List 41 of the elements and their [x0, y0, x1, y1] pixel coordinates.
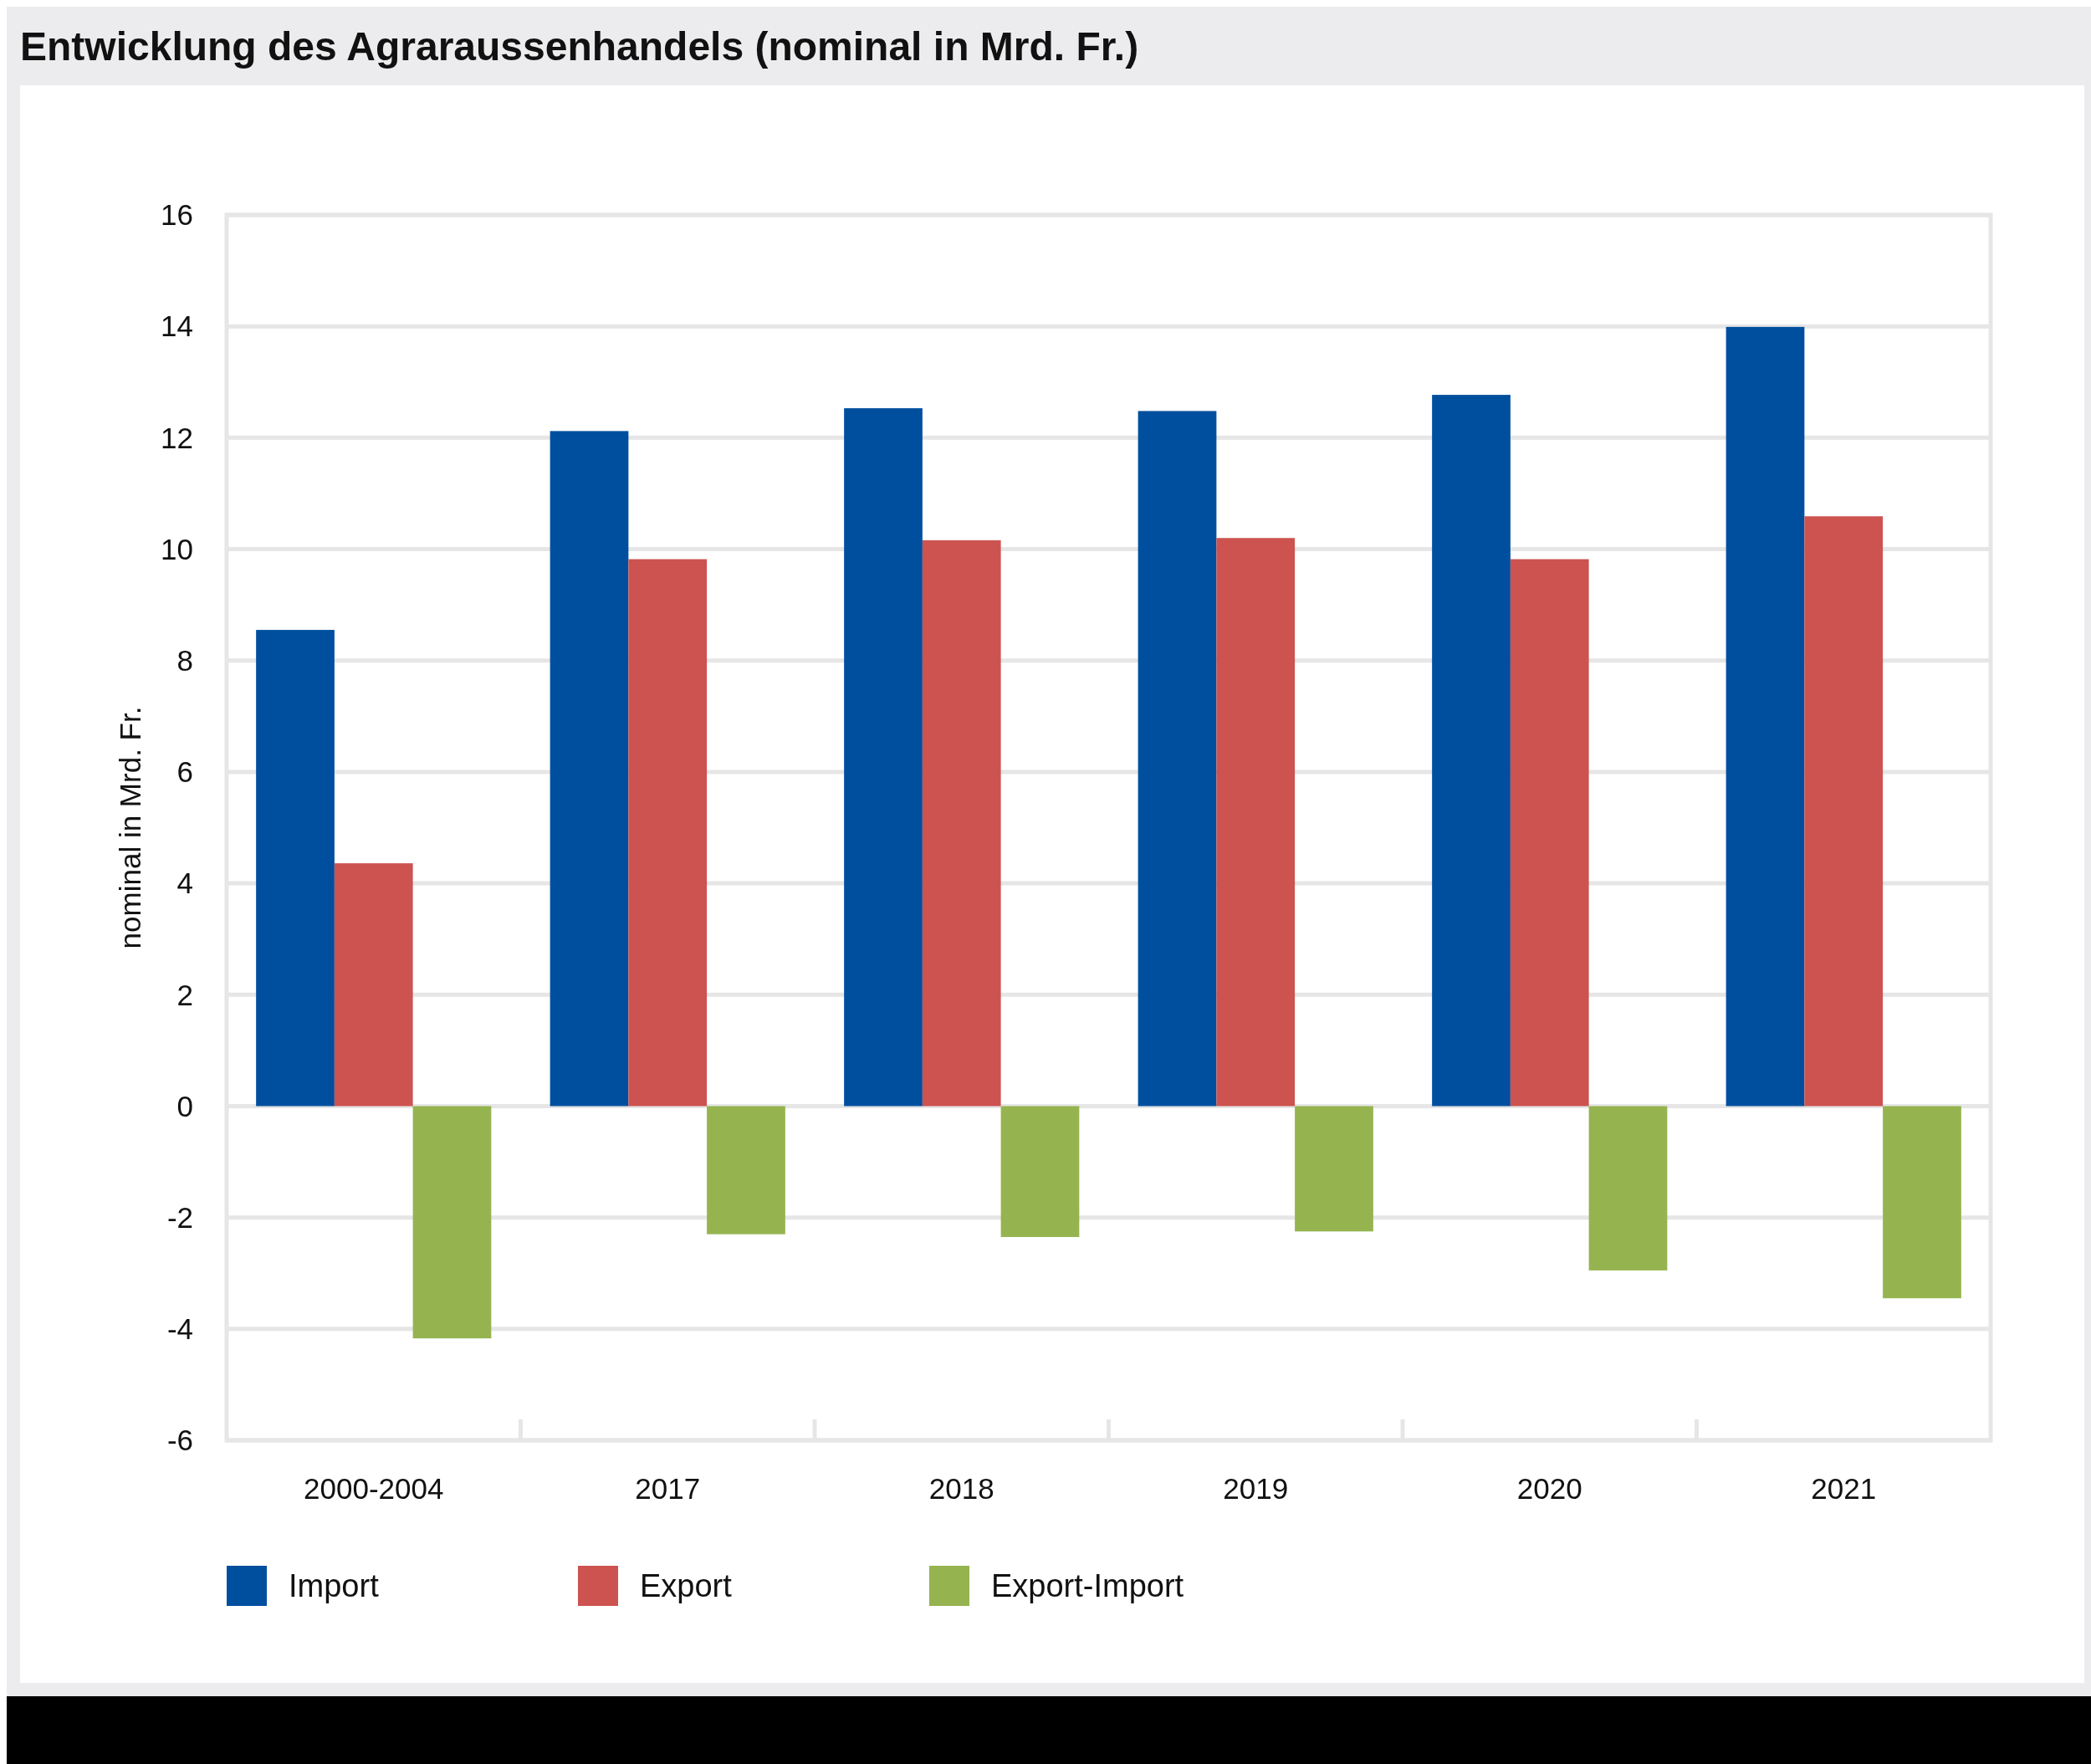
- bar: [1588, 1106, 1668, 1271]
- y-tick-label: 0: [176, 1089, 193, 1122]
- y-tick-label: 4: [176, 867, 193, 900]
- bar: [707, 1106, 785, 1235]
- y-tick-label: -6: [166, 1424, 193, 1457]
- bar: [1432, 395, 1511, 1107]
- legend-label: Export-Import: [991, 1568, 1184, 1604]
- bar: [550, 431, 629, 1107]
- legend-label: Export: [640, 1568, 733, 1604]
- bar: [1725, 326, 1805, 1107]
- y-tick-label: 6: [176, 755, 193, 789]
- legend-label: Import: [289, 1568, 380, 1604]
- x-tick-label: 2019: [1223, 1472, 1289, 1505]
- bar: [1295, 1106, 1373, 1232]
- x-tick-label: 2017: [635, 1472, 701, 1505]
- bar: [1138, 411, 1217, 1107]
- bar: [628, 559, 708, 1107]
- y-axis-title: nominal in Mrd. Fr.: [114, 706, 146, 949]
- x-tick-label: 2000-2004: [304, 1472, 444, 1505]
- y-tick-label: 14: [161, 309, 193, 343]
- chart-title: Entwicklung des Agraraussenhandels (nominal in Mrd. Fr.): [20, 24, 1139, 69]
- y-tick-label: 10: [161, 532, 193, 565]
- y-tick-label: 2: [176, 978, 193, 1011]
- bar: [1510, 559, 1589, 1107]
- bar: [334, 863, 413, 1107]
- y-tick-label: 8: [176, 643, 193, 677]
- bar: [922, 539, 1001, 1107]
- bar: [1216, 538, 1296, 1107]
- bar: [1000, 1106, 1080, 1237]
- y-tick-label: 12: [161, 421, 193, 454]
- bar: [256, 630, 335, 1107]
- bar: [412, 1106, 492, 1339]
- y-tick-label: -4: [166, 1312, 193, 1346]
- bar: [1804, 516, 1884, 1107]
- x-tick-label: 2020: [1516, 1472, 1582, 1505]
- y-tick-label: 16: [161, 198, 193, 232]
- bar: [844, 408, 923, 1107]
- bar: [1883, 1106, 1961, 1299]
- x-tick-label: 2018: [928, 1472, 994, 1505]
- x-tick-label: 2021: [1811, 1472, 1877, 1505]
- y-tick-label: -2: [166, 1200, 193, 1234]
